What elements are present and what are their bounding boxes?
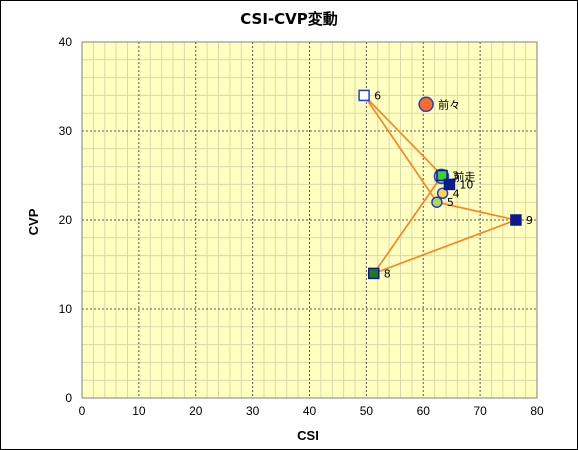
- data-point-10: [443, 178, 456, 191]
- point-label-10: 10: [459, 178, 473, 191]
- data-point-5: [431, 196, 443, 208]
- chart-title: CSI-CVP変動: [240, 10, 338, 28]
- x-tick-label: 50: [360, 404, 374, 418]
- x-tick-label: 40: [303, 404, 317, 418]
- x-tick-label: 30: [246, 404, 260, 418]
- x-axis-title: CSI: [297, 428, 319, 443]
- data-point-8: [368, 267, 380, 280]
- plot-border: [81, 41, 538, 399]
- point-label-8: 8: [384, 267, 391, 280]
- x-tick-label: 10: [132, 404, 146, 418]
- y-axis-title: CVP: [26, 208, 41, 235]
- y-tick-label: 30: [59, 124, 73, 138]
- y-tick-label: 0: [65, 391, 72, 405]
- x-tick-label: 80: [530, 404, 544, 418]
- data-point-前々: [418, 96, 434, 113]
- x-tick-label: 20: [189, 404, 203, 418]
- point-label-前々: 前々: [438, 97, 460, 111]
- data-point-6: [358, 89, 370, 102]
- x-tick-label: 70: [473, 404, 487, 418]
- point-label-9: 9: [526, 214, 533, 227]
- data-point-4: [436, 187, 449, 200]
- y-tick-label: 20: [59, 213, 73, 227]
- chart-marks: [358, 89, 522, 280]
- point-label-3: 3: [452, 170, 459, 183]
- data-point-9: [510, 214, 522, 226]
- x-tick-label: 0: [79, 404, 86, 418]
- series-line: [363, 94, 517, 275]
- y-tick-label: 10: [59, 302, 73, 316]
- point-label-前走: 前走: [453, 169, 475, 183]
- point-label-5: 5: [447, 196, 454, 209]
- x-tick-label: 60: [417, 404, 431, 418]
- plot-area: [81, 41, 538, 399]
- y-tick-label: 40: [59, 35, 73, 49]
- point-label-6: 6: [374, 89, 381, 102]
- data-point-3: [436, 169, 448, 182]
- point-label-4: 4: [453, 187, 460, 200]
